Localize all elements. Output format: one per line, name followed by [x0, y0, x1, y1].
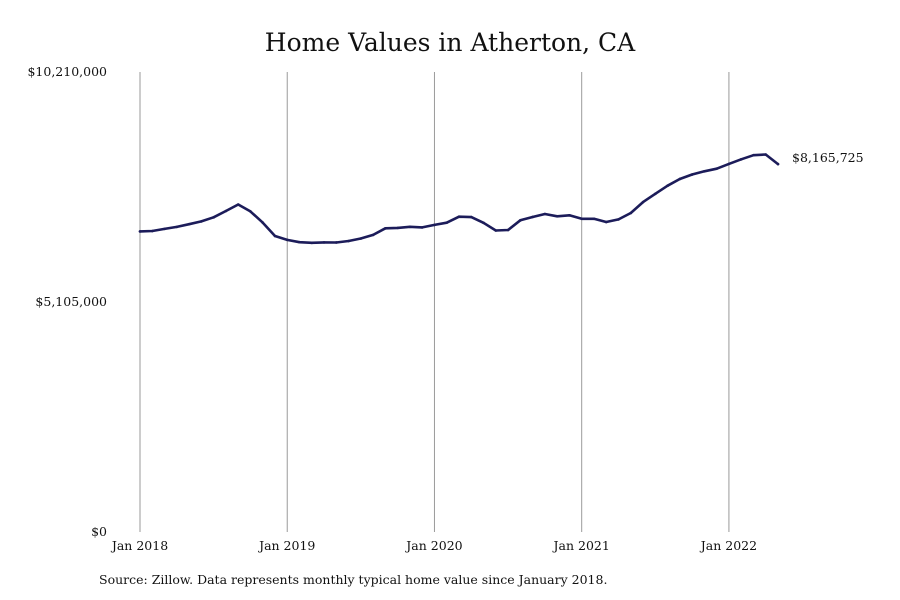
- data-point-39: [617, 218, 620, 221]
- y-tick-label-0: $0: [91, 524, 107, 539]
- data-point-1: [150, 229, 154, 233]
- data-point-38: [604, 220, 608, 224]
- data-point-2: [163, 227, 166, 231]
- data-point-51: [764, 153, 768, 156]
- data-point-48: [727, 162, 731, 166]
- x-tick-label-0: Jan 2018: [110, 538, 168, 553]
- data-point-31: [519, 219, 522, 222]
- x-gridlines: [139, 72, 730, 532]
- data-point-32: [531, 215, 534, 219]
- data-point-6: [212, 216, 215, 219]
- source-note: Source: Zillow. Data represents monthly …: [99, 572, 608, 587]
- y-tick-label-2: $10,210,000: [27, 64, 107, 79]
- data-point-24: [433, 223, 436, 227]
- data-point-3: [175, 225, 179, 229]
- data-point-49: [739, 158, 743, 161]
- data-point-40: [629, 211, 633, 215]
- chart-title: Home Values in Atherton, CA: [264, 28, 636, 57]
- data-point-10: [261, 221, 264, 224]
- data-point-44: [678, 177, 682, 181]
- data-point-52: [776, 162, 780, 166]
- data-point-17: [347, 239, 350, 243]
- data-point-28: [482, 221, 485, 225]
- data-point-50: [752, 153, 755, 157]
- y-axis-labels: $0 $5,105,000 $10,210,000: [27, 64, 107, 539]
- data-point-15: [322, 241, 326, 244]
- data-point-30: [506, 228, 510, 232]
- data-point-29: [494, 229, 498, 232]
- data-point-5: [200, 220, 203, 223]
- data-point-41: [641, 200, 645, 204]
- data-point-42: [654, 192, 657, 196]
- data-point-36: [580, 217, 583, 221]
- data-point-18: [359, 237, 363, 240]
- data-point-20: [384, 227, 387, 230]
- x-tick-label-2: Jan 2020: [404, 538, 462, 553]
- data-point-35: [568, 213, 571, 217]
- y-tick-label-1: $5,105,000: [35, 294, 107, 309]
- series-points: [138, 153, 780, 245]
- data-point-0: [138, 230, 142, 233]
- data-point-34: [555, 214, 559, 218]
- data-point-46: [703, 169, 706, 173]
- data-point-25: [445, 221, 449, 224]
- data-point-37: [592, 217, 596, 221]
- series-line: [138, 153, 780, 245]
- x-axis-labels: Jan 2018 Jan 2019 Jan 2020 Jan 2021 Jan 2022: [110, 538, 757, 553]
- data-point-13: [298, 240, 301, 244]
- data-point-21: [396, 226, 399, 230]
- data-point-43: [666, 184, 669, 188]
- x-tick-label-1: Jan 2019: [257, 538, 315, 553]
- data-point-33: [543, 212, 547, 216]
- data-point-7: [224, 209, 228, 213]
- data-point-45: [690, 173, 694, 176]
- data-point-16: [335, 241, 338, 244]
- data-point-22: [408, 225, 412, 229]
- data-point-26: [457, 215, 461, 219]
- end-value-label: $8,165,725: [792, 150, 864, 165]
- data-point-12: [285, 238, 289, 242]
- data-point-19: [371, 233, 375, 237]
- data-point-11: [273, 234, 277, 238]
- data-point-8: [236, 203, 240, 206]
- data-point-9: [249, 210, 252, 213]
- data-point-23: [420, 226, 424, 229]
- x-tick-label-4: Jan 2022: [699, 538, 757, 553]
- data-point-4: [187, 222, 191, 226]
- x-tick-label-3: Jan 2021: [552, 538, 610, 553]
- data-point-27: [469, 215, 473, 219]
- data-point-14: [310, 241, 314, 245]
- data-point-47: [715, 167, 718, 170]
